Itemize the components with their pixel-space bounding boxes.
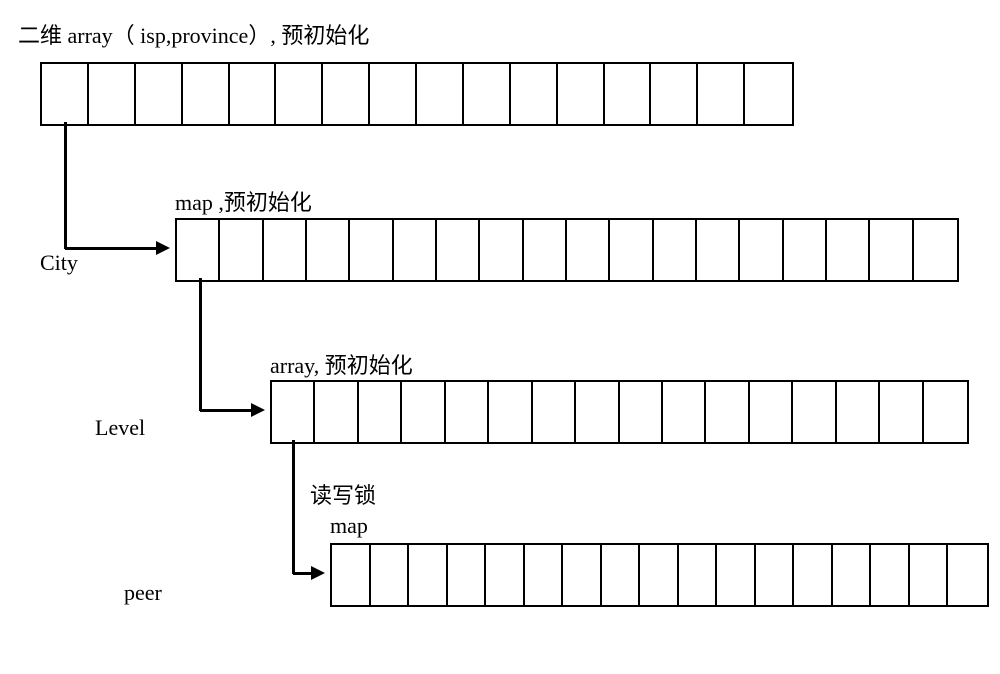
- array-cell: [756, 545, 795, 605]
- array-cell: [651, 64, 698, 124]
- array-cell: [264, 220, 307, 280]
- array-cell: [183, 64, 230, 124]
- array-cell: [359, 382, 402, 442]
- array-cell: [563, 545, 602, 605]
- array-cell: [533, 382, 576, 442]
- array-cell: [654, 220, 697, 280]
- array-box-3: [330, 543, 989, 607]
- array-cell: [480, 220, 523, 280]
- array-cell: [605, 64, 652, 124]
- array-cell: [524, 220, 567, 280]
- array-cell: [464, 64, 511, 124]
- array-cell: [871, 545, 910, 605]
- array-cell: [437, 220, 480, 280]
- arrow-0-head: [156, 241, 170, 255]
- array-cell: [620, 382, 663, 442]
- array-cell: [924, 382, 967, 442]
- row-label-1: City: [40, 250, 78, 276]
- array-cell: [793, 382, 836, 442]
- array-cell: [697, 220, 740, 280]
- array-cell: [448, 545, 487, 605]
- array-cell: [567, 220, 610, 280]
- array-cell: [136, 64, 183, 124]
- array-cell: [750, 382, 793, 442]
- array-box-0: [40, 62, 794, 126]
- array-cell: [42, 64, 89, 124]
- array-cell: [794, 545, 833, 605]
- array-cell: [350, 220, 393, 280]
- array-cell: [610, 220, 653, 280]
- arrow-0-h: [65, 247, 156, 250]
- array-cell: [272, 382, 315, 442]
- array-cell: [177, 220, 220, 280]
- array-cell: [698, 64, 745, 124]
- array-cell: [402, 382, 445, 442]
- array-cell: [870, 220, 913, 280]
- array-cell: [827, 220, 870, 280]
- array-cell: [576, 382, 619, 442]
- top-label-3: map: [330, 513, 368, 539]
- array-cell: [89, 64, 136, 124]
- arrow-0-v: [64, 122, 67, 249]
- array-cell: [511, 64, 558, 124]
- arrow-1-h: [200, 409, 251, 412]
- array-cell: [910, 545, 949, 605]
- array-cell: [717, 545, 756, 605]
- mid-label-2: 读写锁: [310, 478, 376, 510]
- array-cell: [394, 220, 437, 280]
- array-cell: [230, 64, 277, 124]
- array-cell: [837, 382, 880, 442]
- array-box-1: [175, 218, 959, 282]
- row-label-3: peer: [124, 580, 162, 606]
- array-cell: [640, 545, 679, 605]
- array-cell: [220, 220, 263, 280]
- array-cell: [740, 220, 783, 280]
- array-cell: [371, 545, 410, 605]
- array-cell: [307, 220, 350, 280]
- array-cell: [525, 545, 564, 605]
- array-cell: [745, 64, 792, 124]
- arrow-1-v: [199, 278, 202, 411]
- array-cell: [784, 220, 827, 280]
- array-cell: [706, 382, 749, 442]
- row-label-2: Level: [95, 415, 145, 441]
- array-cell: [948, 545, 987, 605]
- array-cell: [914, 220, 957, 280]
- array-cell: [370, 64, 417, 124]
- array-cell: [833, 545, 872, 605]
- arrow-2-v: [292, 440, 295, 574]
- array-cell: [315, 382, 358, 442]
- array-cell: [679, 545, 718, 605]
- array-cell: [332, 545, 371, 605]
- diagram-title: 二维 array（ isp,province）, 预初始化: [18, 18, 369, 50]
- top-label-1: map ,预初始化: [175, 185, 312, 217]
- array-cell: [417, 64, 464, 124]
- array-cell: [489, 382, 532, 442]
- array-cell: [558, 64, 605, 124]
- array-cell: [446, 382, 489, 442]
- array-cell: [276, 64, 323, 124]
- array-cell: [409, 545, 448, 605]
- array-cell: [602, 545, 641, 605]
- arrow-1-head: [251, 403, 265, 417]
- top-label-2: array, 预初始化: [270, 348, 413, 380]
- arrow-2-head: [311, 566, 325, 580]
- array-cell: [880, 382, 923, 442]
- array-cell: [323, 64, 370, 124]
- arrow-2-h: [293, 572, 311, 575]
- array-box-2: [270, 380, 969, 444]
- array-cell: [486, 545, 525, 605]
- array-cell: [663, 382, 706, 442]
